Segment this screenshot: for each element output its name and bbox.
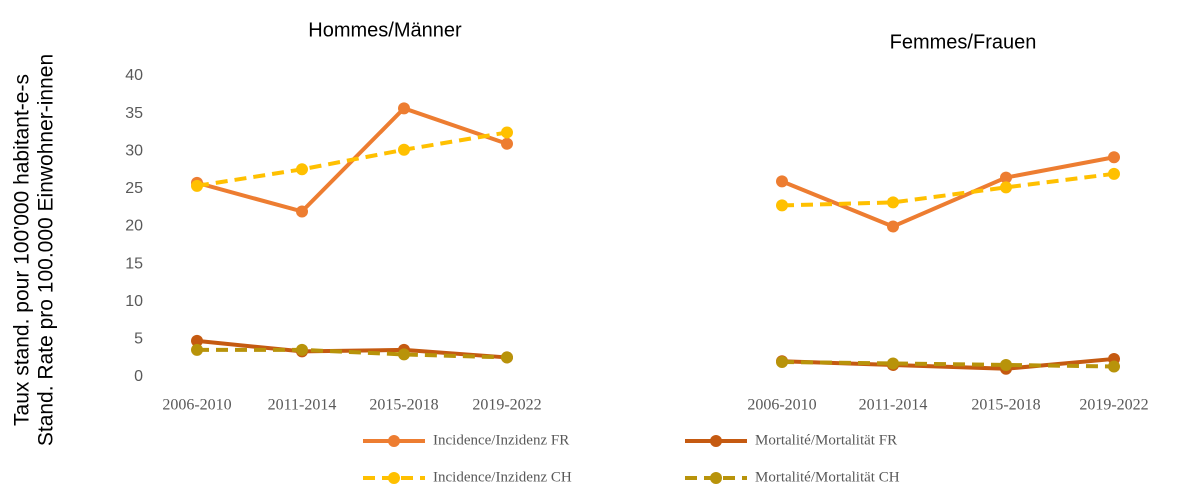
x-tick-label: 2011-2014 xyxy=(268,397,337,414)
x-tick-label: 2011-2014 xyxy=(859,397,928,414)
series-marker xyxy=(1000,171,1012,184)
legend-label: Incidence/Inzidenz FR xyxy=(433,432,569,448)
x-tick-label: 2006-2010 xyxy=(162,397,231,414)
series-marker xyxy=(191,179,203,192)
series-marker xyxy=(191,334,203,347)
y-tick-label: 15 xyxy=(125,255,143,272)
series-marker xyxy=(887,357,899,370)
x-tick-label: 2019-2022 xyxy=(1079,397,1148,414)
series-marker xyxy=(398,143,410,156)
x-tick-label: 2019-2022 xyxy=(472,397,541,414)
series-marker xyxy=(1108,151,1120,164)
series-marker xyxy=(776,355,788,368)
series-marker xyxy=(398,348,410,361)
legend-label: Mortalité/Mortalität FR xyxy=(755,432,897,448)
y-tick-label: 40 xyxy=(125,67,143,84)
legend-marker xyxy=(710,472,722,484)
y-tick-label: 10 xyxy=(125,293,143,310)
series-marker xyxy=(1000,181,1012,194)
series-line xyxy=(781,155,1115,229)
series-marker xyxy=(776,175,788,188)
series-marker xyxy=(296,343,308,356)
x-tick-label: 2015-2018 xyxy=(369,397,438,414)
series-line xyxy=(196,130,508,188)
series-marker xyxy=(1108,360,1120,373)
y-tick-label: 20 xyxy=(125,218,143,235)
x-tick-label: 2006-2010 xyxy=(747,397,816,414)
y-tick-label: 0 xyxy=(134,368,143,385)
series-marker xyxy=(887,196,899,209)
legend-marker xyxy=(710,435,722,447)
series-marker xyxy=(776,199,788,212)
x-tick-label: 2015-2018 xyxy=(971,397,1040,414)
series-marker xyxy=(1108,167,1120,180)
series-marker xyxy=(887,220,899,233)
series-marker xyxy=(191,343,203,356)
y-tick-label: 35 xyxy=(125,105,143,122)
series-marker xyxy=(296,205,308,218)
y-tick-label: 25 xyxy=(125,180,143,197)
y-tick-label: 5 xyxy=(134,331,143,348)
series-marker xyxy=(501,351,513,364)
legend-label: Incidence/Inzidenz CH xyxy=(433,469,572,485)
legend-label: Mortalité/Mortalität CH xyxy=(755,469,900,485)
panel-title: Femmes/Frauen xyxy=(890,31,1037,53)
legend-marker xyxy=(388,472,400,484)
y-tick-label: 30 xyxy=(125,142,143,159)
legend-marker xyxy=(388,435,400,447)
y-axis-label: Stand. Rate pro 100.000 Einwohner-innen xyxy=(35,54,58,446)
series-marker xyxy=(501,126,513,139)
series-marker xyxy=(398,102,410,115)
series-marker xyxy=(501,137,513,150)
panel-title: Hommes/Männer xyxy=(308,19,462,41)
y-axis-label: Taux stand. pour 100'000 habitant-e-s xyxy=(11,74,34,426)
series-marker xyxy=(296,163,308,176)
series-marker xyxy=(1000,358,1012,371)
series-line xyxy=(197,347,508,360)
